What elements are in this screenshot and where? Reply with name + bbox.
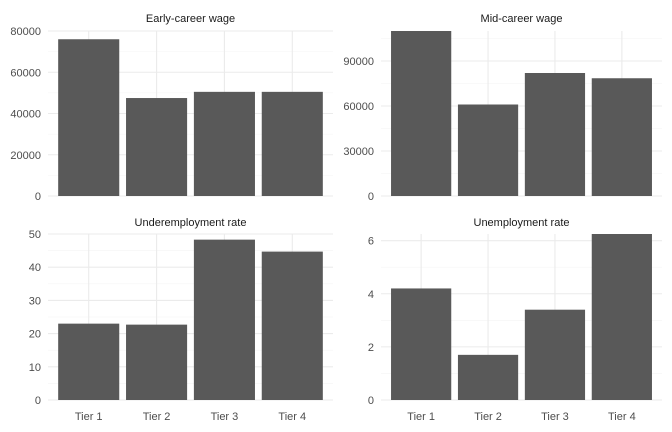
bar <box>193 239 255 400</box>
x-tick-label: Tier 4 <box>608 411 636 423</box>
y-tick-label: 40000 <box>10 109 41 121</box>
y-tick-label: 2 <box>368 342 374 354</box>
bar <box>591 78 652 196</box>
y-tick-label: 0 <box>368 395 374 407</box>
facet-title: Underemployment rate <box>135 217 247 229</box>
bar <box>391 31 452 196</box>
y-tick-label: 40 <box>29 262 41 274</box>
x-tick-label: Tier 2 <box>474 411 502 423</box>
bar <box>391 288 452 400</box>
x-tick-label: Tier 1 <box>407 411 435 423</box>
facet-title: Unemployment rate <box>474 217 570 229</box>
bar <box>457 354 519 400</box>
bar <box>58 39 120 196</box>
x-tick-label: Tier 4 <box>278 411 306 423</box>
y-tick-label: 20000 <box>10 150 41 162</box>
y-tick-label: 90000 <box>343 56 374 68</box>
y-tick-label: 20 <box>29 329 41 341</box>
y-tick-label: 80000 <box>10 26 41 38</box>
x-tick-label: Tier 1 <box>75 411 103 423</box>
y-tick-label: 0 <box>35 191 41 203</box>
facet-panel: 0 2 4 6 Unemployment rate Tier 1 Tier 2 Tier 3 T… <box>368 217 662 423</box>
y-tick-label: 4 <box>368 289 374 301</box>
y-tick-label: 0 <box>35 395 41 407</box>
x-tick-label: Tier 3 <box>211 411 239 423</box>
y-tick-label: 50 <box>29 229 41 241</box>
x-tick-label: Tier 3 <box>541 411 569 423</box>
bar <box>457 104 519 196</box>
y-tick-label: 60000 <box>343 101 374 113</box>
facet-title: Early-career wage <box>146 13 235 25</box>
bar <box>58 323 120 400</box>
y-tick-label: 30 <box>29 295 41 307</box>
facet-panel: 0 10 20 30 40 50 Underemployment rate Tier 1 Tie… <box>29 217 333 423</box>
bar <box>261 91 323 196</box>
facet-title: Mid-career wage <box>481 13 563 25</box>
facet-panel: 0 30000 60000 90000 Mid-career wage <box>343 13 662 203</box>
bar <box>126 324 188 400</box>
bar <box>193 91 255 196</box>
x-tick-label: Tier 2 <box>143 411 171 423</box>
bar <box>524 309 586 400</box>
y-tick-label: 10 <box>29 362 41 374</box>
y-tick-label: 6 <box>368 236 374 248</box>
bar <box>591 234 652 400</box>
y-tick-label: 0 <box>368 191 374 203</box>
y-tick-label: 60000 <box>10 67 41 79</box>
bar <box>261 251 323 400</box>
bar <box>126 98 188 196</box>
facet-panel: 0 20000 40000 60000 80000 Early-career wage <box>10 13 333 203</box>
bar <box>524 73 586 196</box>
y-tick-label: 30000 <box>343 146 374 158</box>
